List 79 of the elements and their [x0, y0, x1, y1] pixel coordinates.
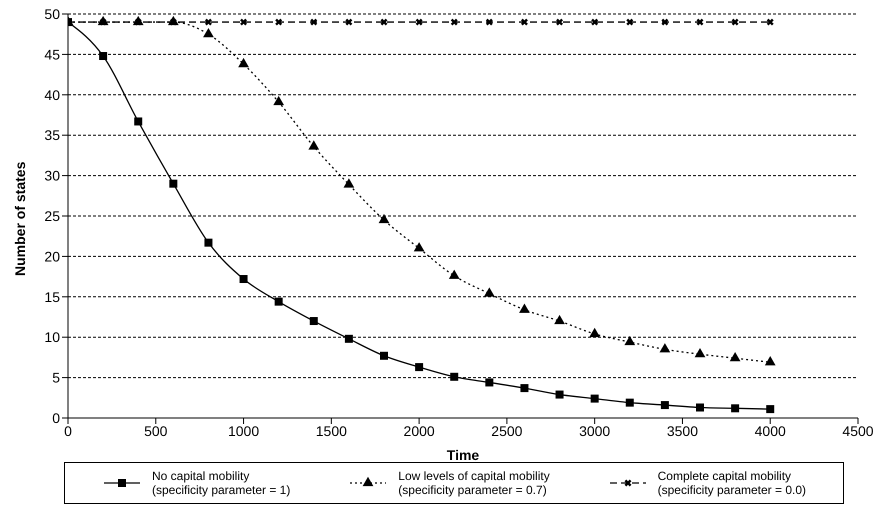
- y-tick-label: 10: [44, 329, 60, 346]
- x-tick-label: 3500: [666, 422, 698, 439]
- point: [486, 18, 493, 26]
- point: [380, 352, 388, 360]
- legend-label: Low levels of capital mobility (specificity parameter = 0.7): [398, 469, 550, 497]
- point: [626, 18, 634, 26]
- point: [308, 140, 320, 150]
- point: [696, 18, 704, 26]
- point: [732, 18, 739, 26]
- y-tick-label: 0: [52, 410, 60, 426]
- x-tick-label: 500: [144, 422, 168, 439]
- point: [274, 298, 283, 306]
- y-tick-label: 40: [44, 86, 60, 103]
- x-axis-title: Time: [446, 447, 480, 463]
- point: [273, 96, 284, 106]
- point: [556, 18, 564, 26]
- point: [240, 275, 248, 284]
- point: [661, 18, 668, 26]
- point: [556, 390, 564, 399]
- point: [415, 363, 424, 372]
- point: [344, 334, 353, 343]
- point: [520, 384, 528, 392]
- legend-label: Complete capital mobility (specificity parameter = 0.0): [658, 469, 806, 497]
- y-tick-label: 25: [44, 208, 60, 224]
- x-tick-label: 1000: [228, 422, 260, 439]
- point: [589, 328, 600, 338]
- point: [448, 270, 460, 279]
- y-tick-label: 35: [44, 127, 60, 144]
- point: [380, 18, 388, 26]
- point: [240, 18, 248, 26]
- point: [416, 18, 423, 26]
- point: [660, 401, 669, 410]
- point: [591, 18, 598, 26]
- y-axis-title: Number of states: [12, 161, 28, 276]
- point: [204, 18, 212, 26]
- y-tick-label: 30: [44, 168, 60, 184]
- x-tick-label: 3000: [579, 422, 610, 439]
- x-tick-label: 2000: [404, 422, 435, 439]
- point: [414, 242, 424, 252]
- point: [134, 117, 142, 126]
- point: [310, 317, 318, 326]
- x-tick-label: 0: [64, 422, 72, 439]
- point: [766, 405, 774, 414]
- x-tick-label: 4500: [842, 422, 874, 439]
- point: [378, 214, 390, 224]
- point: [310, 18, 318, 26]
- point: [485, 378, 494, 386]
- legend-label: No capital mobility (specificity parameter = 1): [152, 469, 290, 497]
- x-tick-label: 2500: [491, 422, 523, 439]
- point: [519, 304, 530, 313]
- point: [660, 343, 670, 352]
- x-tick-label: 4000: [754, 422, 786, 439]
- point: [450, 372, 458, 381]
- point: [344, 178, 354, 188]
- point: [624, 336, 636, 346]
- point: [450, 18, 458, 26]
- x-tick-label: 1500: [316, 422, 348, 439]
- y-tick-label: 15: [44, 288, 60, 305]
- y-tick-label: 50: [44, 6, 60, 22]
- y-tick-label: 20: [44, 248, 60, 264]
- point: [766, 18, 774, 26]
- point: [484, 287, 495, 297]
- point: [590, 394, 599, 403]
- point: [169, 180, 178, 188]
- point: [626, 398, 634, 407]
- point: [764, 356, 776, 366]
- y-tick-label: 45: [44, 46, 60, 62]
- point: [696, 403, 704, 412]
- point: [204, 238, 212, 247]
- point: [99, 52, 108, 60]
- point: [275, 18, 282, 26]
- point: [730, 352, 740, 362]
- y-tick-label: 5: [52, 370, 60, 386]
- point: [731, 404, 740, 412]
- point: [554, 314, 565, 324]
- point: [520, 18, 528, 26]
- point: [238, 58, 249, 68]
- point: [694, 348, 706, 358]
- point: [345, 18, 352, 26]
